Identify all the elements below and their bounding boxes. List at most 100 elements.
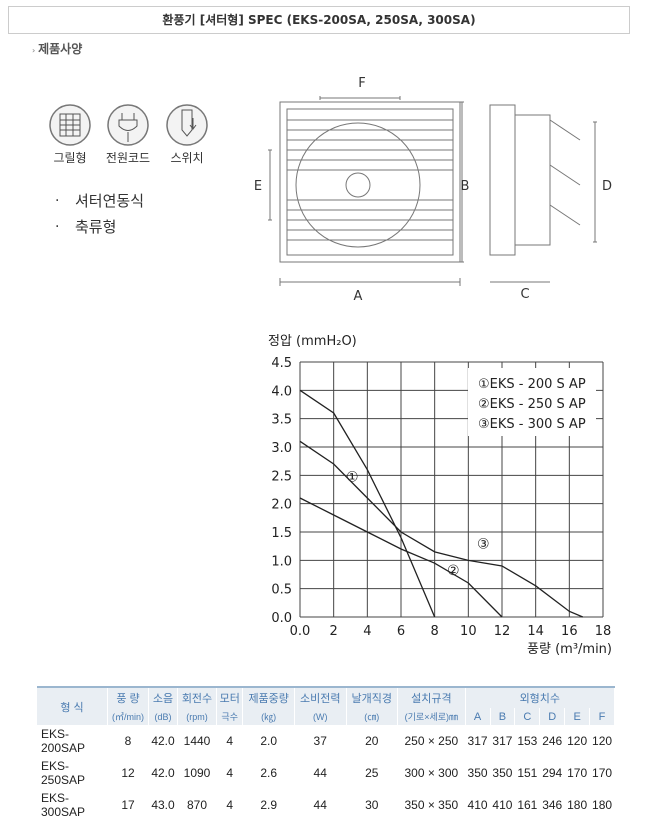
table-cell: 246	[542, 734, 563, 748]
header-cell: 설치규격	[397, 687, 466, 708]
table-cell: 12	[121, 766, 135, 780]
y-tick-label: 4.0	[271, 384, 292, 399]
y-tick-label: 3.5	[271, 413, 292, 428]
table-cell: 8	[124, 734, 132, 748]
header-cell: 소음	[148, 687, 179, 708]
y-tick-label: 2.0	[271, 498, 292, 513]
header-cell: 날개직경	[346, 687, 399, 708]
header-cell: 모터	[216, 687, 244, 708]
x-axis-label: 풍량 (m³/min)	[527, 642, 612, 657]
header-cell: (㎏)	[242, 708, 295, 725]
legend-box	[468, 368, 596, 436]
x-tick-label: 12	[494, 624, 511, 639]
table-cell: 170	[592, 766, 613, 780]
x-tick-label: 10	[460, 624, 477, 639]
table-cell: 1440	[183, 734, 211, 748]
table-cell: 317	[492, 734, 513, 748]
icon-label: 전원코드	[106, 151, 150, 165]
header-cell: D	[539, 708, 566, 725]
dimension-label: A	[354, 289, 363, 304]
x-tick-label: 14	[527, 624, 544, 639]
curve	[299, 497, 503, 618]
header-cell: 회전수	[177, 687, 217, 708]
curve	[299, 440, 584, 618]
header-cell: 소비전력	[294, 687, 347, 708]
table-cell: EKS-300SAP	[41, 791, 86, 819]
table-cell: 1090	[183, 766, 211, 780]
y-tick-label: 1.0	[271, 554, 292, 569]
curve-tag: ③	[477, 536, 490, 552]
page: 환풍기 [셔터형] SPEC (EKS-200SA, 250SA, 300SA)…	[8, 6, 630, 819]
y-tick-label: 3.0	[271, 441, 292, 456]
header-cell: (㎝)	[346, 708, 399, 725]
icon-label: 그릴형	[53, 151, 86, 165]
table-cell: 120	[567, 734, 588, 748]
table-cell: 350	[467, 766, 488, 780]
table-cell: 42.0	[151, 766, 175, 780]
table-cell: 4	[226, 798, 234, 812]
section-title: 제품사양	[38, 42, 83, 56]
header-cell: C	[514, 708, 541, 725]
section: › 제품사양	[32, 42, 83, 56]
header-cell: B	[490, 708, 516, 725]
header-cell: (W)	[294, 708, 347, 725]
table-cell: 44	[313, 798, 327, 812]
y-tick-label: 2.5	[271, 469, 292, 484]
canvas: 그릴형 전원코드 스위치 · 셔터연동식 · 축류형 F E B A D C 정압 (mmH₂O) 풍량 (…	[49, 76, 612, 657]
legend-entry: ②EKS - 250 S AP	[478, 397, 586, 412]
x-tick-label: 2	[330, 624, 338, 639]
table-cell: 42.0	[151, 734, 175, 748]
header-cell: F	[589, 708, 615, 725]
header-cell: (기로×세로)㎜	[397, 708, 466, 725]
x-tick-label: 4	[363, 624, 371, 639]
table-cell: 317	[467, 734, 488, 748]
curve-tag: ①	[346, 470, 359, 486]
table-cell: 37	[313, 734, 327, 748]
table-row: EKS-200SAP 8 42.0 1440 4 2.0 37 20 250 × 250 317 3…	[37, 725, 615, 757]
table-cell: 870	[186, 798, 208, 812]
table-cell: 180	[567, 798, 588, 812]
header-cell: A	[465, 708, 491, 725]
table-cell: 410	[467, 798, 488, 812]
x-tick-label: 18	[595, 624, 612, 639]
curve	[299, 389, 436, 618]
table-cell: 44	[313, 766, 327, 780]
header-cell: 제품중량	[242, 687, 295, 708]
curve-tag: ②	[447, 563, 460, 579]
dimension-label: E	[254, 179, 262, 194]
table-cell: 30	[365, 798, 379, 812]
header-cell: (㎥/min)	[107, 708, 149, 725]
table-cell: 4	[226, 734, 234, 748]
header-cell: 극수	[216, 708, 244, 725]
table-cell: 25	[365, 766, 379, 780]
table-cell: 350 × 350	[404, 798, 459, 812]
x-tick-label: 6	[397, 624, 405, 639]
header-cell: (dB)	[148, 708, 179, 725]
x-tick-label: 16	[561, 624, 578, 639]
legend-entry: ①EKS - 200 S AP	[478, 377, 586, 392]
title: 환풍기 [셔터형] SPEC (EKS-200SA, 250SA, 300SA)	[8, 6, 630, 34]
dimension-label: D	[602, 179, 612, 194]
table-cell: 2.0	[260, 734, 278, 748]
y-tick-label: 4.5	[271, 356, 292, 371]
legend-entry: ③EKS - 300 S AP	[478, 417, 586, 432]
table-cell: 2.9	[260, 798, 278, 812]
y-tick-label: 0.5	[271, 583, 292, 598]
table-row: EKS-250SAP 12 42.0 1090 4 2.6 44 25 300 × 300 350…	[37, 757, 615, 789]
table-cell: 300 × 300	[404, 766, 459, 780]
table-cell: 17	[121, 798, 135, 812]
feature: 셔터연동식	[75, 192, 144, 210]
bullet: ·	[55, 193, 59, 209]
dimension-label: F	[358, 76, 365, 91]
dimension-label: C	[520, 287, 529, 302]
table-cell: 161	[517, 798, 538, 812]
table-cell: EKS-200SAP	[41, 727, 86, 755]
icon-label: 스위치	[170, 151, 203, 165]
table-cell: 153	[517, 734, 538, 748]
x-tick-label: 0.0	[290, 624, 311, 639]
chart-title: 정압 (mmH₂O)	[268, 334, 357, 349]
table-cell: 151	[517, 766, 538, 780]
x-tick-label: 8	[431, 624, 439, 639]
